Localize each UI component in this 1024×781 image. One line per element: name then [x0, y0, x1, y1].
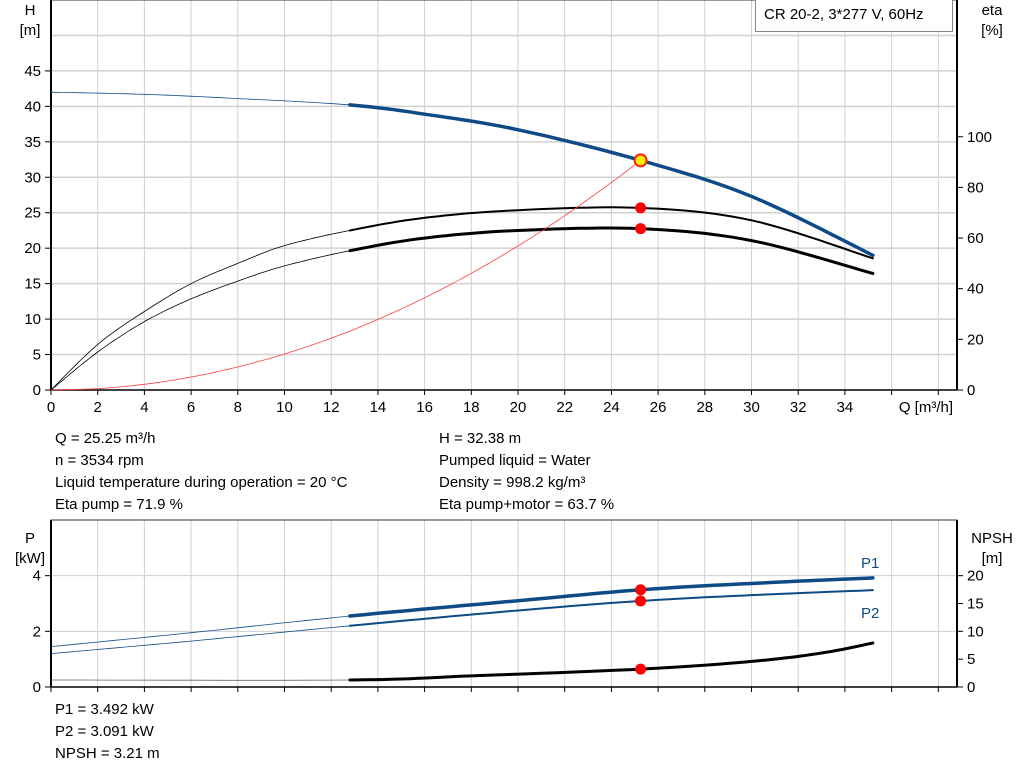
info-right: H = 32.38 m Pumped liquid = Water Densit…	[439, 428, 614, 516]
info-eta-total: Eta pump+motor = 63.7 %	[439, 496, 615, 513]
y-axis-label: [m]	[20, 22, 41, 39]
info-p1: P1 = 3.492 kW	[55, 701, 154, 718]
y2-tick-label: 15	[967, 596, 984, 613]
info-density: Density = 998.2 kg/m³	[439, 474, 586, 491]
y-tick-label: 0	[33, 382, 41, 399]
duty-point-NPSH	[635, 663, 647, 675]
x-tick-label: 18	[463, 399, 480, 416]
y-tick-label: 20	[24, 240, 41, 257]
curve-label-P2: P2	[861, 605, 879, 622]
x-tick-label: 16	[416, 399, 433, 416]
x-tick-label: 6	[187, 399, 195, 416]
info-left: Q = 25.25 m³/h n = 3534 rpm Liquid tempe…	[55, 428, 347, 516]
y2-tick-label: 5	[967, 651, 975, 668]
curve-P1-extrapolated	[50, 615, 350, 647]
y2-tick-label: 0	[967, 679, 975, 696]
x-tick-label: 20	[510, 399, 527, 416]
y-tick-label: 0	[33, 679, 41, 696]
curve-head	[348, 103, 875, 258]
info-bottom: P1 = 3.492 kW P2 = 3.091 kW NPSH = 3.21 …	[55, 699, 160, 765]
x-tick-label: 4	[140, 399, 148, 416]
y2-tick-label: 100	[967, 129, 992, 146]
curve-eta_pump-extrapolated	[50, 230, 350, 391]
x-tick-label: 34	[837, 399, 854, 416]
x-tick-label: 32	[790, 399, 807, 416]
x-tick-label: 22	[556, 399, 573, 416]
duty-point-eta_pump	[635, 202, 647, 214]
x-tick-label: 10	[276, 399, 293, 416]
y2-axis-label: NPSH	[971, 530, 1013, 547]
y2-tick-label: 60	[967, 230, 984, 247]
x-tick-label: 12	[323, 399, 340, 416]
info-head: H = 32.38 m	[439, 430, 522, 447]
y2-axis-label: [%]	[981, 22, 1003, 39]
x-tick-label: 2	[94, 399, 102, 416]
curve-head-extrapolated	[50, 91, 350, 106]
y-tick-label: 5	[33, 347, 41, 364]
info-temperature: Liquid temperature during operation = 20…	[55, 474, 348, 491]
x-tick-label: 8	[234, 399, 242, 416]
y-tick-label: 40	[24, 98, 41, 115]
y2-tick-label: 10	[967, 623, 984, 640]
y2-tick-label: 80	[967, 179, 984, 196]
y-tick-label: 35	[24, 134, 41, 151]
x-tick-label: 26	[650, 399, 667, 416]
info-npsh: NPSH = 3.21 m	[55, 745, 160, 762]
curve-eta_total-extrapolated	[50, 250, 350, 391]
y-tick-label: 2	[33, 623, 41, 640]
y2-tick-label: 20	[967, 331, 984, 348]
y-tick-label: 4	[33, 568, 41, 585]
curve-system	[50, 160, 641, 391]
y-tick-label: 45	[24, 63, 41, 80]
y2-axis-label: [m]	[982, 550, 1003, 567]
info-p2: P2 = 3.091 kW	[55, 723, 154, 740]
curve-eta_pump	[348, 206, 874, 260]
curve-NPSH	[348, 641, 875, 682]
plot-frame	[50, 0, 958, 391]
info-speed: n = 3534 rpm	[55, 452, 144, 469]
y-tick-label: 25	[24, 205, 41, 222]
curve-P2-extrapolated	[50, 625, 350, 654]
y-tick-label: 30	[24, 169, 41, 186]
y-axis-label: [kW]	[15, 550, 45, 567]
curve-label-P1: P1	[861, 555, 879, 572]
duty-point-head	[633, 153, 648, 168]
y2-axis-label: eta	[982, 2, 1004, 19]
y-tick-label: 15	[24, 276, 41, 293]
x-tick-label: 24	[603, 399, 620, 416]
y2-tick-label: 20	[967, 568, 984, 585]
y-axis-label: P	[25, 530, 35, 547]
x-axis-label: Q [m³/h]	[899, 399, 953, 416]
x-tick-label: 14	[370, 399, 387, 416]
info-liquid: Pumped liquid = Water	[439, 452, 591, 469]
x-tick-label: 28	[696, 399, 713, 416]
y-tick-label: 10	[24, 311, 41, 328]
curve-eta_total	[348, 226, 875, 275]
info-flow: Q = 25.25 m³/h	[55, 430, 156, 447]
y-axis-label: H	[25, 2, 36, 19]
info-eta-pump: Eta pump = 71.9 %	[55, 496, 183, 513]
y2-tick-label: 0	[967, 382, 975, 399]
duty-point-P2	[635, 595, 647, 607]
duty-point-eta_total	[635, 223, 647, 235]
legend-box: CR 20-2, 3*277 V, 60Hz	[755, 0, 953, 32]
x-tick-label: 30	[743, 399, 760, 416]
y2-tick-label: 40	[967, 281, 984, 298]
duty-point-P1	[635, 584, 647, 596]
x-tick-label: 0	[47, 399, 55, 416]
